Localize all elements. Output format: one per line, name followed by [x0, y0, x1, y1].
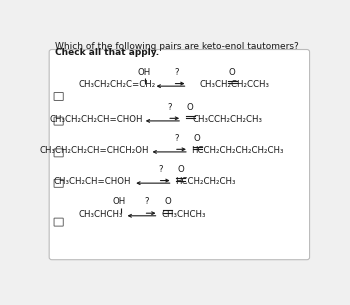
- Text: HCCH₂CH₂CH₂CH₂CH₃: HCCH₂CH₂CH₂CH₂CH₃: [191, 146, 284, 155]
- Text: CH₃CH₂CH=CHOH: CH₃CH₂CH=CHOH: [54, 177, 131, 186]
- Text: O: O: [187, 103, 194, 112]
- FancyBboxPatch shape: [54, 149, 63, 157]
- Text: CH₃CH₂CH₂C=CH₂: CH₃CH₂CH₂C=CH₂: [78, 80, 156, 89]
- Text: CH₃CHCH₃: CH₃CHCH₃: [162, 210, 206, 219]
- FancyBboxPatch shape: [54, 92, 63, 100]
- FancyBboxPatch shape: [54, 117, 63, 125]
- FancyBboxPatch shape: [54, 218, 63, 226]
- Text: CH₃CH₂CH₂CH=CHCH₂OH: CH₃CH₂CH₂CH=CHCH₂OH: [39, 146, 149, 155]
- Text: ?: ?: [168, 103, 172, 112]
- Text: O: O: [229, 67, 236, 77]
- Text: HCCH₂CH₂CH₃: HCCH₂CH₂CH₃: [175, 177, 235, 186]
- FancyBboxPatch shape: [49, 49, 309, 260]
- Text: CH₃CHCH₃: CH₃CHCH₃: [78, 210, 123, 219]
- Text: O: O: [194, 134, 201, 143]
- Text: OH: OH: [113, 197, 126, 206]
- Text: CH₃CH₂CH₂CH=CHOH: CH₃CH₂CH₂CH=CHOH: [50, 115, 144, 124]
- Text: ?: ?: [145, 197, 149, 206]
- Text: OH: OH: [138, 67, 151, 77]
- Text: CH₃CH₂CH₂CCH₃: CH₃CH₂CH₂CCH₃: [200, 80, 270, 89]
- Text: O: O: [177, 165, 184, 174]
- Text: Which of the following pairs are keto-enol tautomers?: Which of the following pairs are keto-en…: [55, 42, 298, 52]
- Text: CH₃CCH₂CH₂CH₃: CH₃CCH₂CH₂CH₃: [193, 115, 262, 124]
- Text: Check all that apply.: Check all that apply.: [55, 48, 159, 57]
- Text: ?: ?: [174, 67, 179, 77]
- Text: ?: ?: [158, 165, 163, 174]
- Text: ?: ?: [174, 134, 179, 143]
- Text: O: O: [164, 197, 171, 206]
- FancyBboxPatch shape: [54, 179, 63, 187]
